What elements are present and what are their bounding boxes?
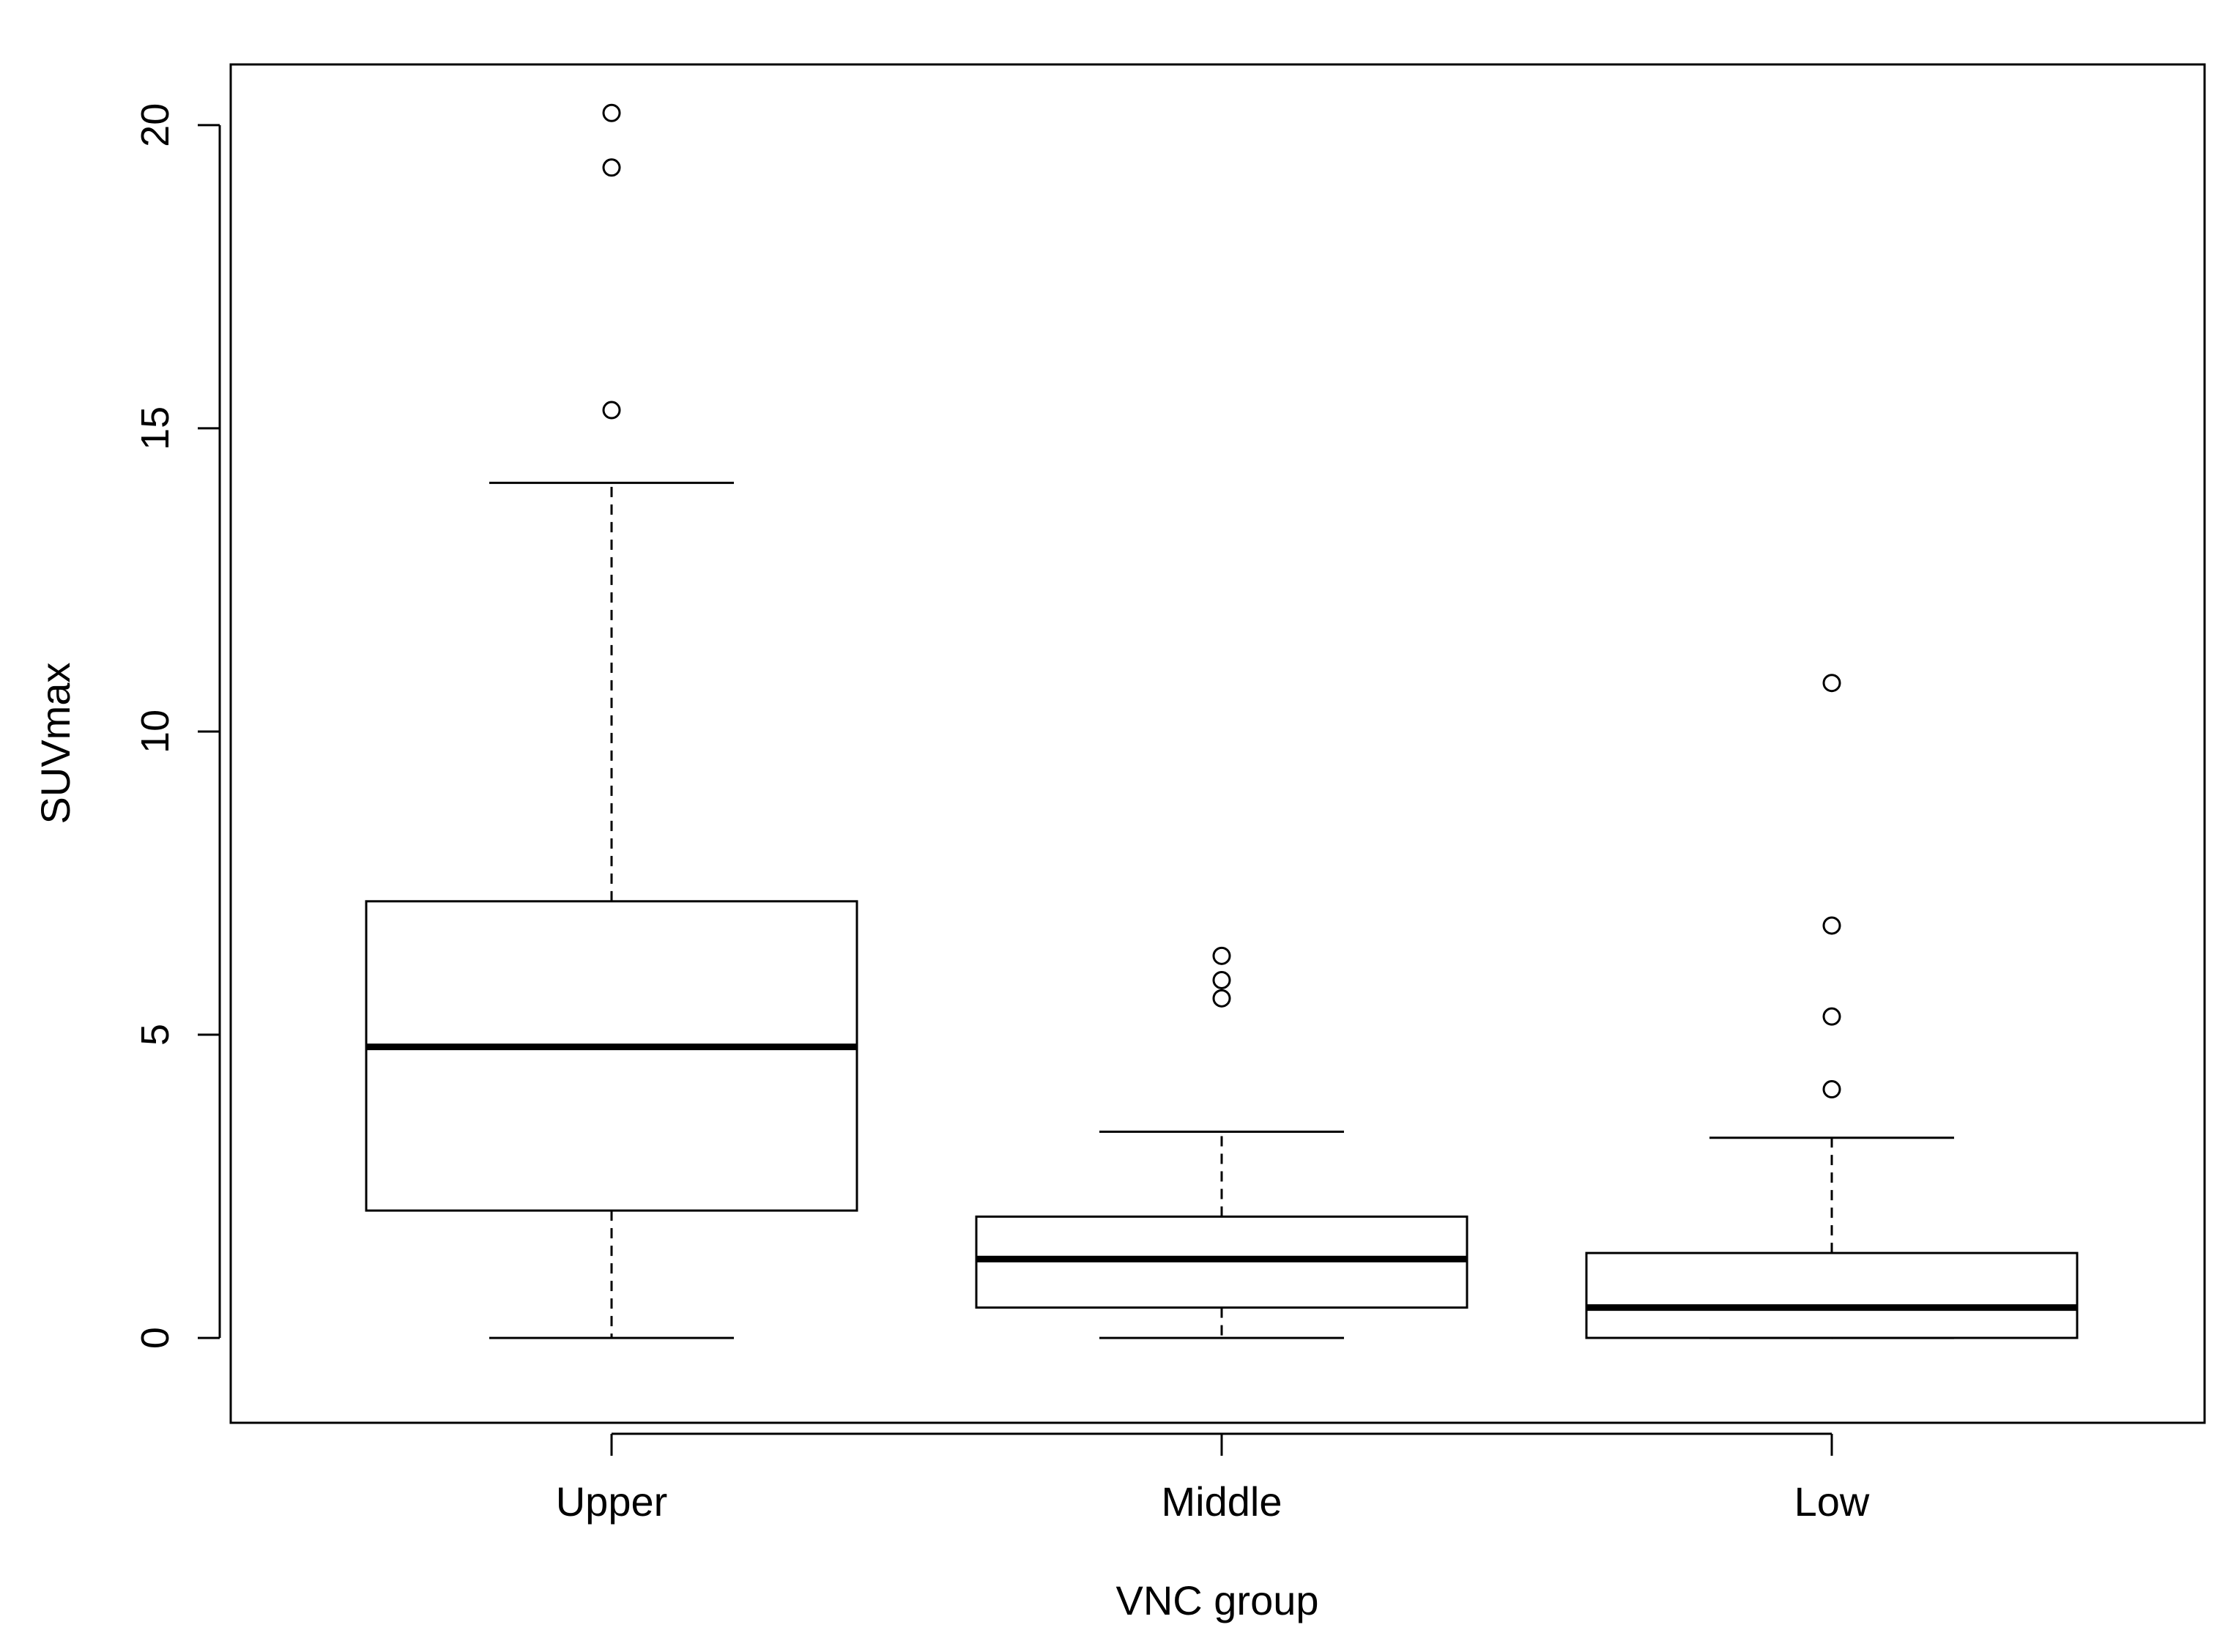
y-tick-label: 20 — [133, 103, 177, 147]
box-middle — [975, 946, 1468, 1339]
y-tick-label: 15 — [133, 406, 177, 450]
outlier-point — [602, 401, 621, 420]
y-tick-label: 10 — [133, 710, 177, 754]
outlier-point — [1212, 970, 1231, 989]
box-upper — [365, 103, 858, 1339]
plot-frame — [229, 63, 2206, 1424]
iqr-box — [1585, 1251, 2079, 1339]
iqr-box — [365, 900, 858, 1212]
y-tick-label: 5 — [133, 1024, 177, 1046]
x-tick-label: Low — [1794, 1478, 1870, 1525]
outlier-point — [1212, 946, 1231, 965]
outlier-point — [602, 158, 621, 177]
y-axis-label: SUVmax — [32, 663, 78, 825]
x-axis: Upper Middle Low — [556, 1432, 1870, 1525]
box-low — [1585, 674, 2079, 1339]
outlier-point — [1822, 1080, 1841, 1099]
outlier-point — [1212, 989, 1231, 1008]
outlier-point — [1822, 1007, 1841, 1026]
outlier-point — [1822, 916, 1841, 935]
boxes — [365, 103, 2079, 1339]
y-tick-label: 0 — [133, 1327, 177, 1349]
outlier-point — [1822, 674, 1841, 693]
x-axis-label: VNC group — [1115, 1577, 1318, 1623]
outlier-point — [602, 103, 621, 122]
x-tick-label: Upper — [556, 1478, 668, 1525]
y-axis: 0 5 10 15 20 — [133, 103, 221, 1349]
x-tick-label: Middle — [1162, 1478, 1282, 1525]
